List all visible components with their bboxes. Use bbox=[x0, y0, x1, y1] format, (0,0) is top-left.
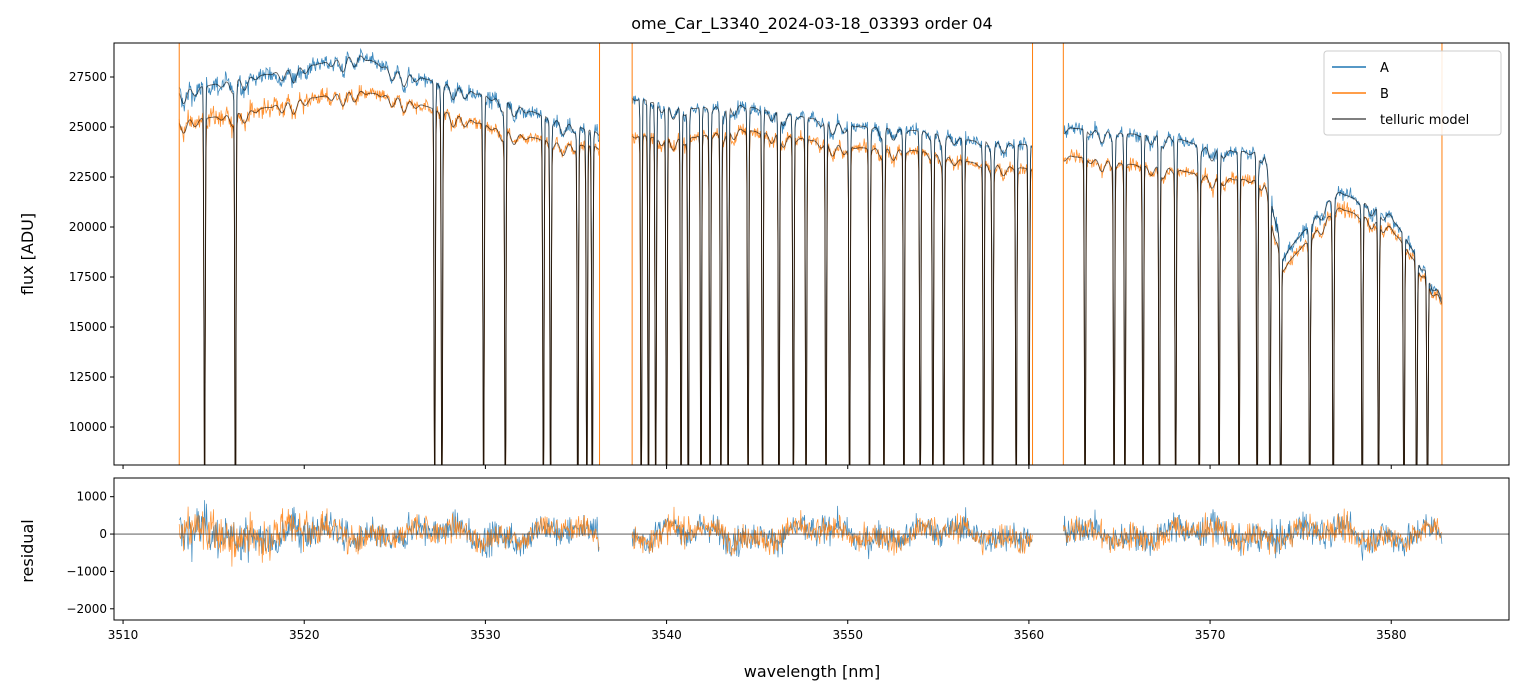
series-b-line bbox=[1062, 149, 1443, 465]
x-tick-label: 3540 bbox=[651, 628, 682, 642]
x-tick-label: 3570 bbox=[1195, 628, 1226, 642]
legend-label-a: A bbox=[1380, 61, 1389, 76]
series-b-line bbox=[178, 85, 600, 465]
residual-y-axis: −2000 −1000 0 1000 bbox=[66, 490, 114, 616]
series-b-line bbox=[631, 123, 1033, 465]
telluric-model-line bbox=[178, 55, 600, 465]
legend-label-model: telluric model bbox=[1380, 113, 1469, 128]
flux-y-tick-label: 22500 bbox=[69, 170, 107, 184]
residual-b-line bbox=[178, 506, 600, 567]
flux-y-tick-label: 10000 bbox=[69, 420, 107, 434]
flux-panel: 10000 12500 15000 17500 20000 22500 25000 27500… bbox=[18, 42, 1510, 469]
legend: A B telluric model bbox=[1323, 50, 1502, 136]
telluric-model-line bbox=[178, 90, 600, 465]
series-a-line bbox=[178, 47, 600, 465]
series-a-line bbox=[1063, 120, 1443, 465]
chart-title: ome_Car_L3340_2024-03-18_03393 order 04 bbox=[631, 14, 992, 34]
flux-y-tick-label: 17500 bbox=[69, 270, 107, 284]
residual-panel-frame bbox=[113, 477, 1510, 621]
residual-y-tick-label: −1000 bbox=[66, 564, 107, 578]
flux-y-tick-label: 12500 bbox=[69, 370, 107, 384]
residual-y-tick-label: 0 bbox=[99, 527, 107, 541]
x-tick-label: 3510 bbox=[108, 628, 139, 642]
flux-x-axis bbox=[122, 465, 1392, 469]
x-tick-label: 3530 bbox=[470, 628, 501, 642]
residual-a-line bbox=[179, 500, 600, 563]
residual-b-line bbox=[631, 506, 1033, 556]
x-tick-label: 3550 bbox=[832, 628, 863, 642]
legend-label-b: B bbox=[1380, 87, 1389, 102]
x-axis-label: wavelength [nm] bbox=[744, 662, 881, 681]
flux-y-axis: 10000 12500 15000 17500 20000 22500 25000 27500 bbox=[69, 70, 114, 434]
residual-x-axis: 3510 3520 3530 3540 3550 3560 3570 3580 bbox=[108, 620, 1407, 642]
flux-y-tick-label: 25000 bbox=[69, 120, 107, 134]
residual-y-tick-label: 1000 bbox=[76, 490, 107, 504]
x-tick-label: 3580 bbox=[1376, 628, 1407, 642]
x-tick-label: 3520 bbox=[289, 628, 320, 642]
x-tick-label: 3560 bbox=[1014, 628, 1045, 642]
telluric-model-line bbox=[631, 97, 1033, 465]
flux-y-tick-label: 20000 bbox=[69, 220, 107, 234]
flux-y-label: flux [ADU] bbox=[18, 213, 37, 295]
telluric-model-line bbox=[1063, 155, 1443, 465]
flux-y-tick-label: 15000 bbox=[69, 320, 107, 334]
flux-y-tick-label: 27500 bbox=[69, 70, 107, 84]
telluric-model-line bbox=[1063, 127, 1443, 465]
telluric-model-line bbox=[631, 128, 1033, 465]
legend-box bbox=[1323, 50, 1502, 136]
flux-panel-frame bbox=[113, 42, 1510, 466]
residual-y-tick-label: −2000 bbox=[66, 602, 107, 616]
residual-y-label: residual bbox=[18, 519, 37, 582]
residual-panel: −2000 −1000 0 1000 3510 3520 3530 3540 3550 3560… bbox=[18, 477, 1510, 681]
